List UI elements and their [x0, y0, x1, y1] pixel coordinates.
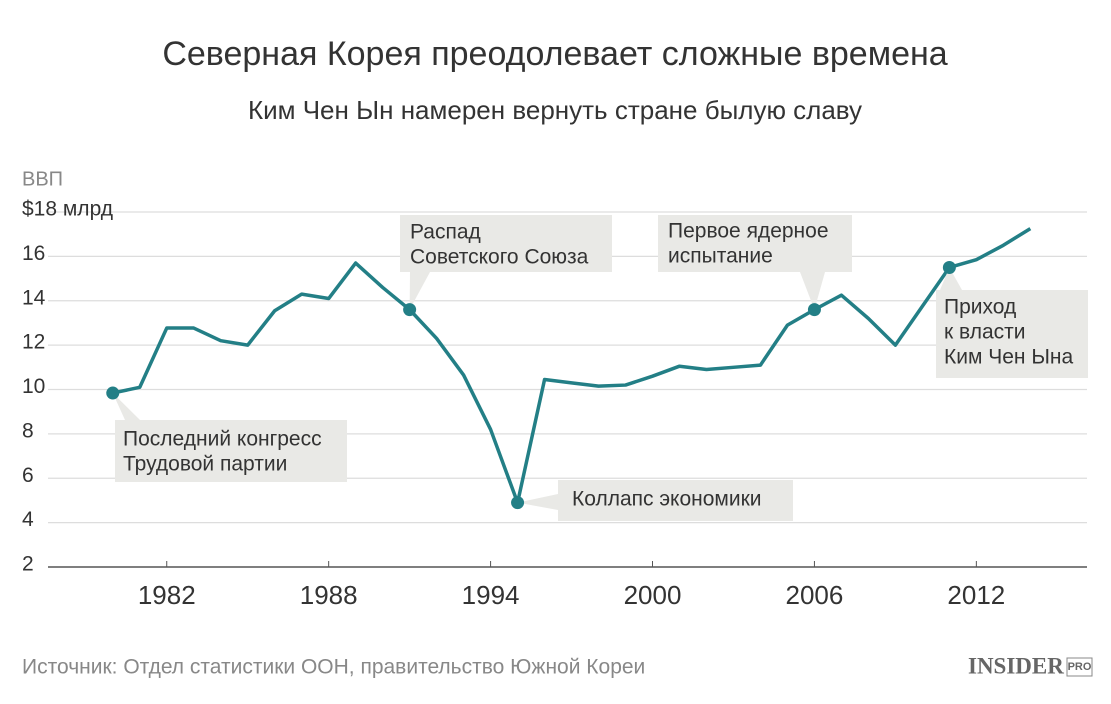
annotation-text: Последний конгресс: [123, 428, 322, 451]
x-tick-label: 2006: [786, 580, 844, 610]
annotation-box: [658, 215, 852, 272]
x-tick-label: 2012: [947, 580, 1005, 610]
annotation-dot: [942, 260, 956, 274]
annotation-pointer: [112, 393, 140, 420]
annotation-pointer: [800, 272, 825, 310]
y-tick-label: 2: [22, 553, 34, 576]
x-tick-label: 1982: [138, 580, 196, 610]
y-tick-label: 4: [22, 508, 34, 531]
annotation-text: испытание: [668, 245, 773, 268]
x-tick-label: 1988: [300, 580, 358, 610]
chart-title: Северная Корея преодолевает сложные врем…: [162, 35, 947, 73]
annotation-text: Распад: [410, 221, 481, 244]
annotation-text: Первое ядерное: [668, 220, 829, 243]
logo-sub: PRO: [1068, 661, 1092, 673]
annotation-text: Приход: [944, 296, 1016, 319]
y-tick-label: $18 млрд: [22, 198, 113, 221]
x-tick-label: 2000: [624, 580, 682, 610]
annotation-dot: [403, 303, 417, 317]
annotation-text: Трудовой партии: [123, 453, 287, 476]
line: [112, 227, 1032, 505]
y-tick-label: 8: [22, 419, 34, 442]
annotation-box: [558, 480, 793, 521]
y-tick-label: 10: [22, 375, 45, 398]
logo: INSIDER: [968, 653, 1064, 678]
y-tick-label: 6: [22, 464, 34, 487]
y-tick-label: 16: [22, 242, 45, 265]
source: Источник: Отдел статистики ООН, правител…: [22, 656, 645, 679]
annotation-dot: [106, 386, 120, 400]
annotation-box: [115, 420, 347, 482]
annotation-text: Ким Чен Ына: [944, 346, 1074, 369]
annotation-text: Советского Союза: [410, 246, 589, 269]
annotation-pointer: [409, 272, 430, 310]
annotation-dot: [807, 303, 821, 317]
annotation-dot: [511, 496, 525, 510]
x-tick-label: 1994: [462, 580, 520, 610]
chart-subtitle: Ким Чен Ын намерен вернуть стране былую …: [248, 95, 862, 125]
y-tick-label: 12: [22, 331, 45, 354]
y-tick-label: 14: [22, 286, 46, 309]
logo-box: [1066, 657, 1093, 677]
annotation-text: Коллапс экономики: [572, 488, 762, 511]
annotation-box: [400, 215, 612, 272]
annotation-box: [936, 290, 1088, 378]
annotation-text: к власти: [944, 321, 1025, 344]
annotation-pointer: [940, 267, 962, 290]
annotation-pointer: [517, 494, 558, 510]
y-axis-label: ВВП: [22, 168, 63, 190]
